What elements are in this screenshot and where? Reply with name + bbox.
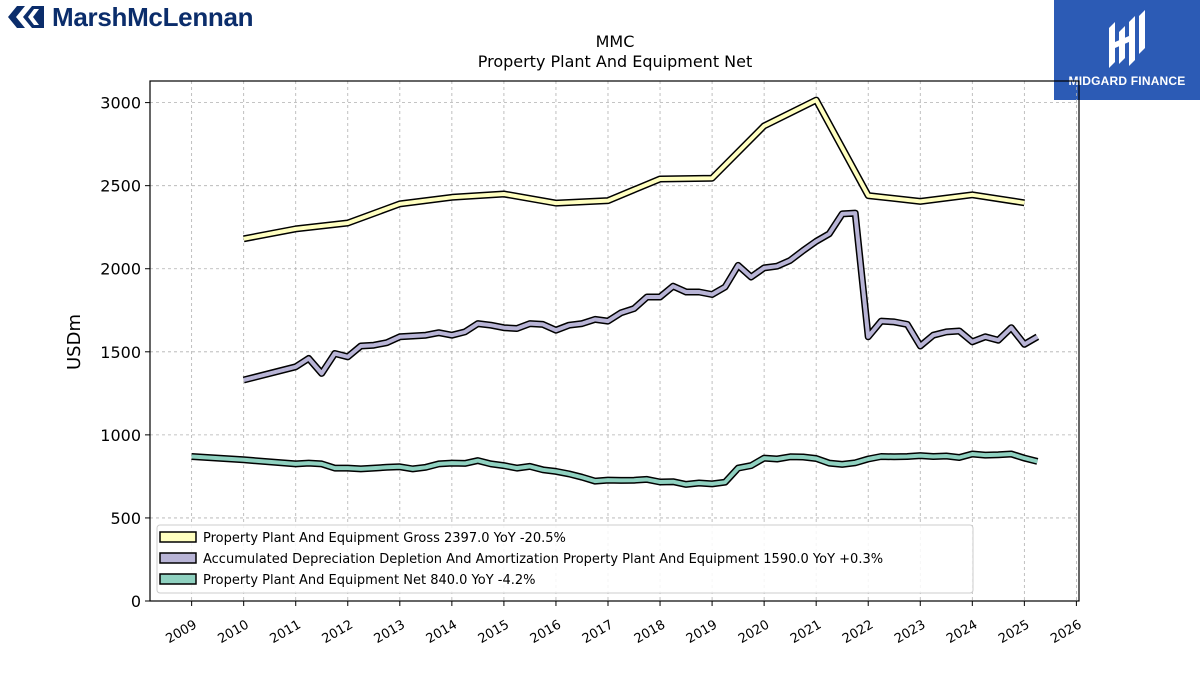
y-axis-label: USDm: [64, 314, 85, 370]
chart-title: MMC: [596, 32, 635, 51]
x-tick-label: 2025: [996, 617, 1032, 647]
x-tick-label: 2019: [684, 617, 720, 647]
marshmclennan-brand: MarshMcLennan: [6, 1, 254, 32]
legend-entry: Property Plant And Equipment Net 840.0 Y…: [203, 573, 536, 588]
legend-swatch: [159, 531, 197, 543]
midgard-logo-icon: [1109, 10, 1145, 68]
series-line-0: [243, 98, 1025, 241]
y-tick-label: 0: [131, 592, 141, 611]
y-tick-label: 1000: [100, 426, 141, 445]
mmc-chevron-logo-icon: [8, 6, 44, 28]
y-tick-label: 2500: [100, 177, 141, 196]
x-tick-label: 2017: [580, 617, 616, 647]
x-tick-label: 2009: [163, 617, 199, 647]
x-tick-label: 2026: [1048, 617, 1084, 647]
series-outline-1: [242, 209, 1040, 384]
midgard-finance-badge: MIDGARD FINANCE: [1054, 0, 1200, 100]
y-tick-label: 3000: [100, 94, 141, 113]
x-tick-label: 2016: [528, 617, 564, 647]
x-tick-label: 2022: [840, 617, 876, 647]
x-tick-label: 2010: [216, 617, 252, 647]
y-tick-label: 1500: [100, 343, 141, 362]
plot-frame: [149, 80, 1080, 602]
series-line-2: [191, 452, 1038, 487]
y-tick-label: 2000: [100, 260, 141, 279]
x-tick-label: 2023: [892, 617, 928, 647]
x-tick-label: 2013: [372, 617, 408, 647]
x-tick-label: 2014: [424, 617, 460, 647]
series-lines: [191, 96, 1040, 488]
x-tick-label: 2024: [944, 617, 980, 647]
x-tick-label: 2021: [788, 617, 824, 647]
legend-entry: Property Plant And Equipment Gross 2397.…: [203, 531, 566, 546]
brand-name: MarshMcLennan: [52, 1, 254, 32]
legend-swatch: [159, 573, 197, 585]
y-tick-label: 500: [110, 509, 141, 528]
x-tick-label: 2018: [632, 617, 668, 647]
x-tick-label: 2020: [736, 617, 772, 647]
x-tick-label: 2015: [476, 617, 512, 647]
legend-entry: Accumulated Depreciation Depletion And A…: [203, 552, 883, 567]
legend-swatch: [159, 552, 197, 564]
series-line-1: [243, 211, 1039, 382]
legend-box: [156, 524, 974, 594]
x-tick-label: 2011: [268, 617, 304, 647]
legend: Property Plant And Equipment Gross 2397.…: [156, 524, 974, 594]
x-tick-label: 2012: [320, 617, 356, 647]
grid: [150, 81, 1079, 602]
chart-subtitle: Property Plant And Equipment Net: [478, 52, 753, 71]
badge-name: MIDGARD FINANCE: [1068, 74, 1186, 88]
